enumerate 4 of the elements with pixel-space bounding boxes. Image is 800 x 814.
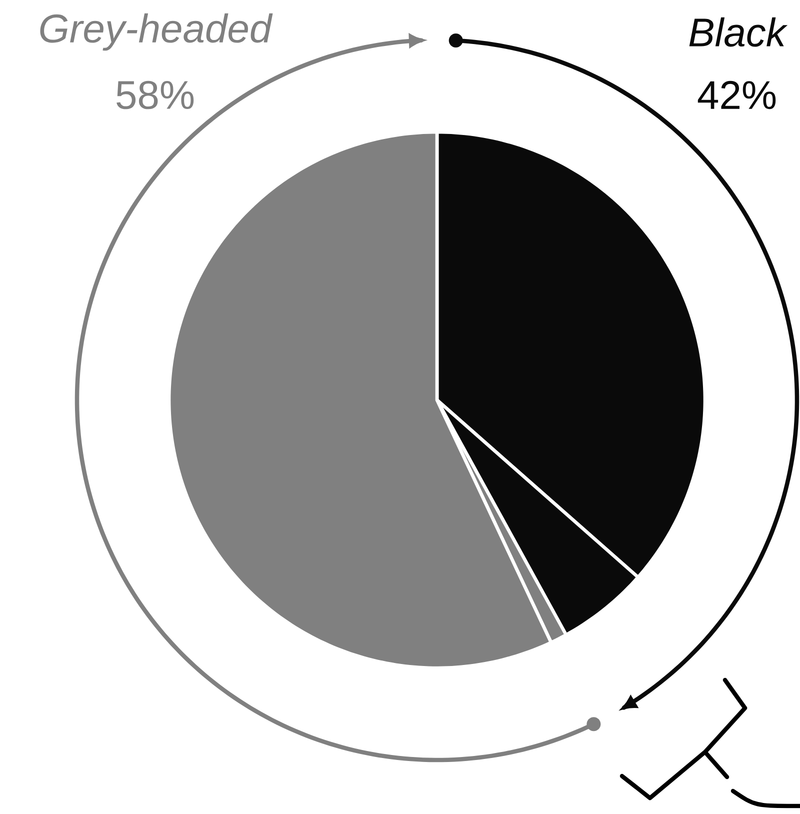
slice-label: Grey-headed	[40, 13, 273, 51]
slice-label: Black	[689, 17, 788, 47]
text: 58%	[116, 80, 194, 110]
text: 42%	[698, 80, 776, 110]
